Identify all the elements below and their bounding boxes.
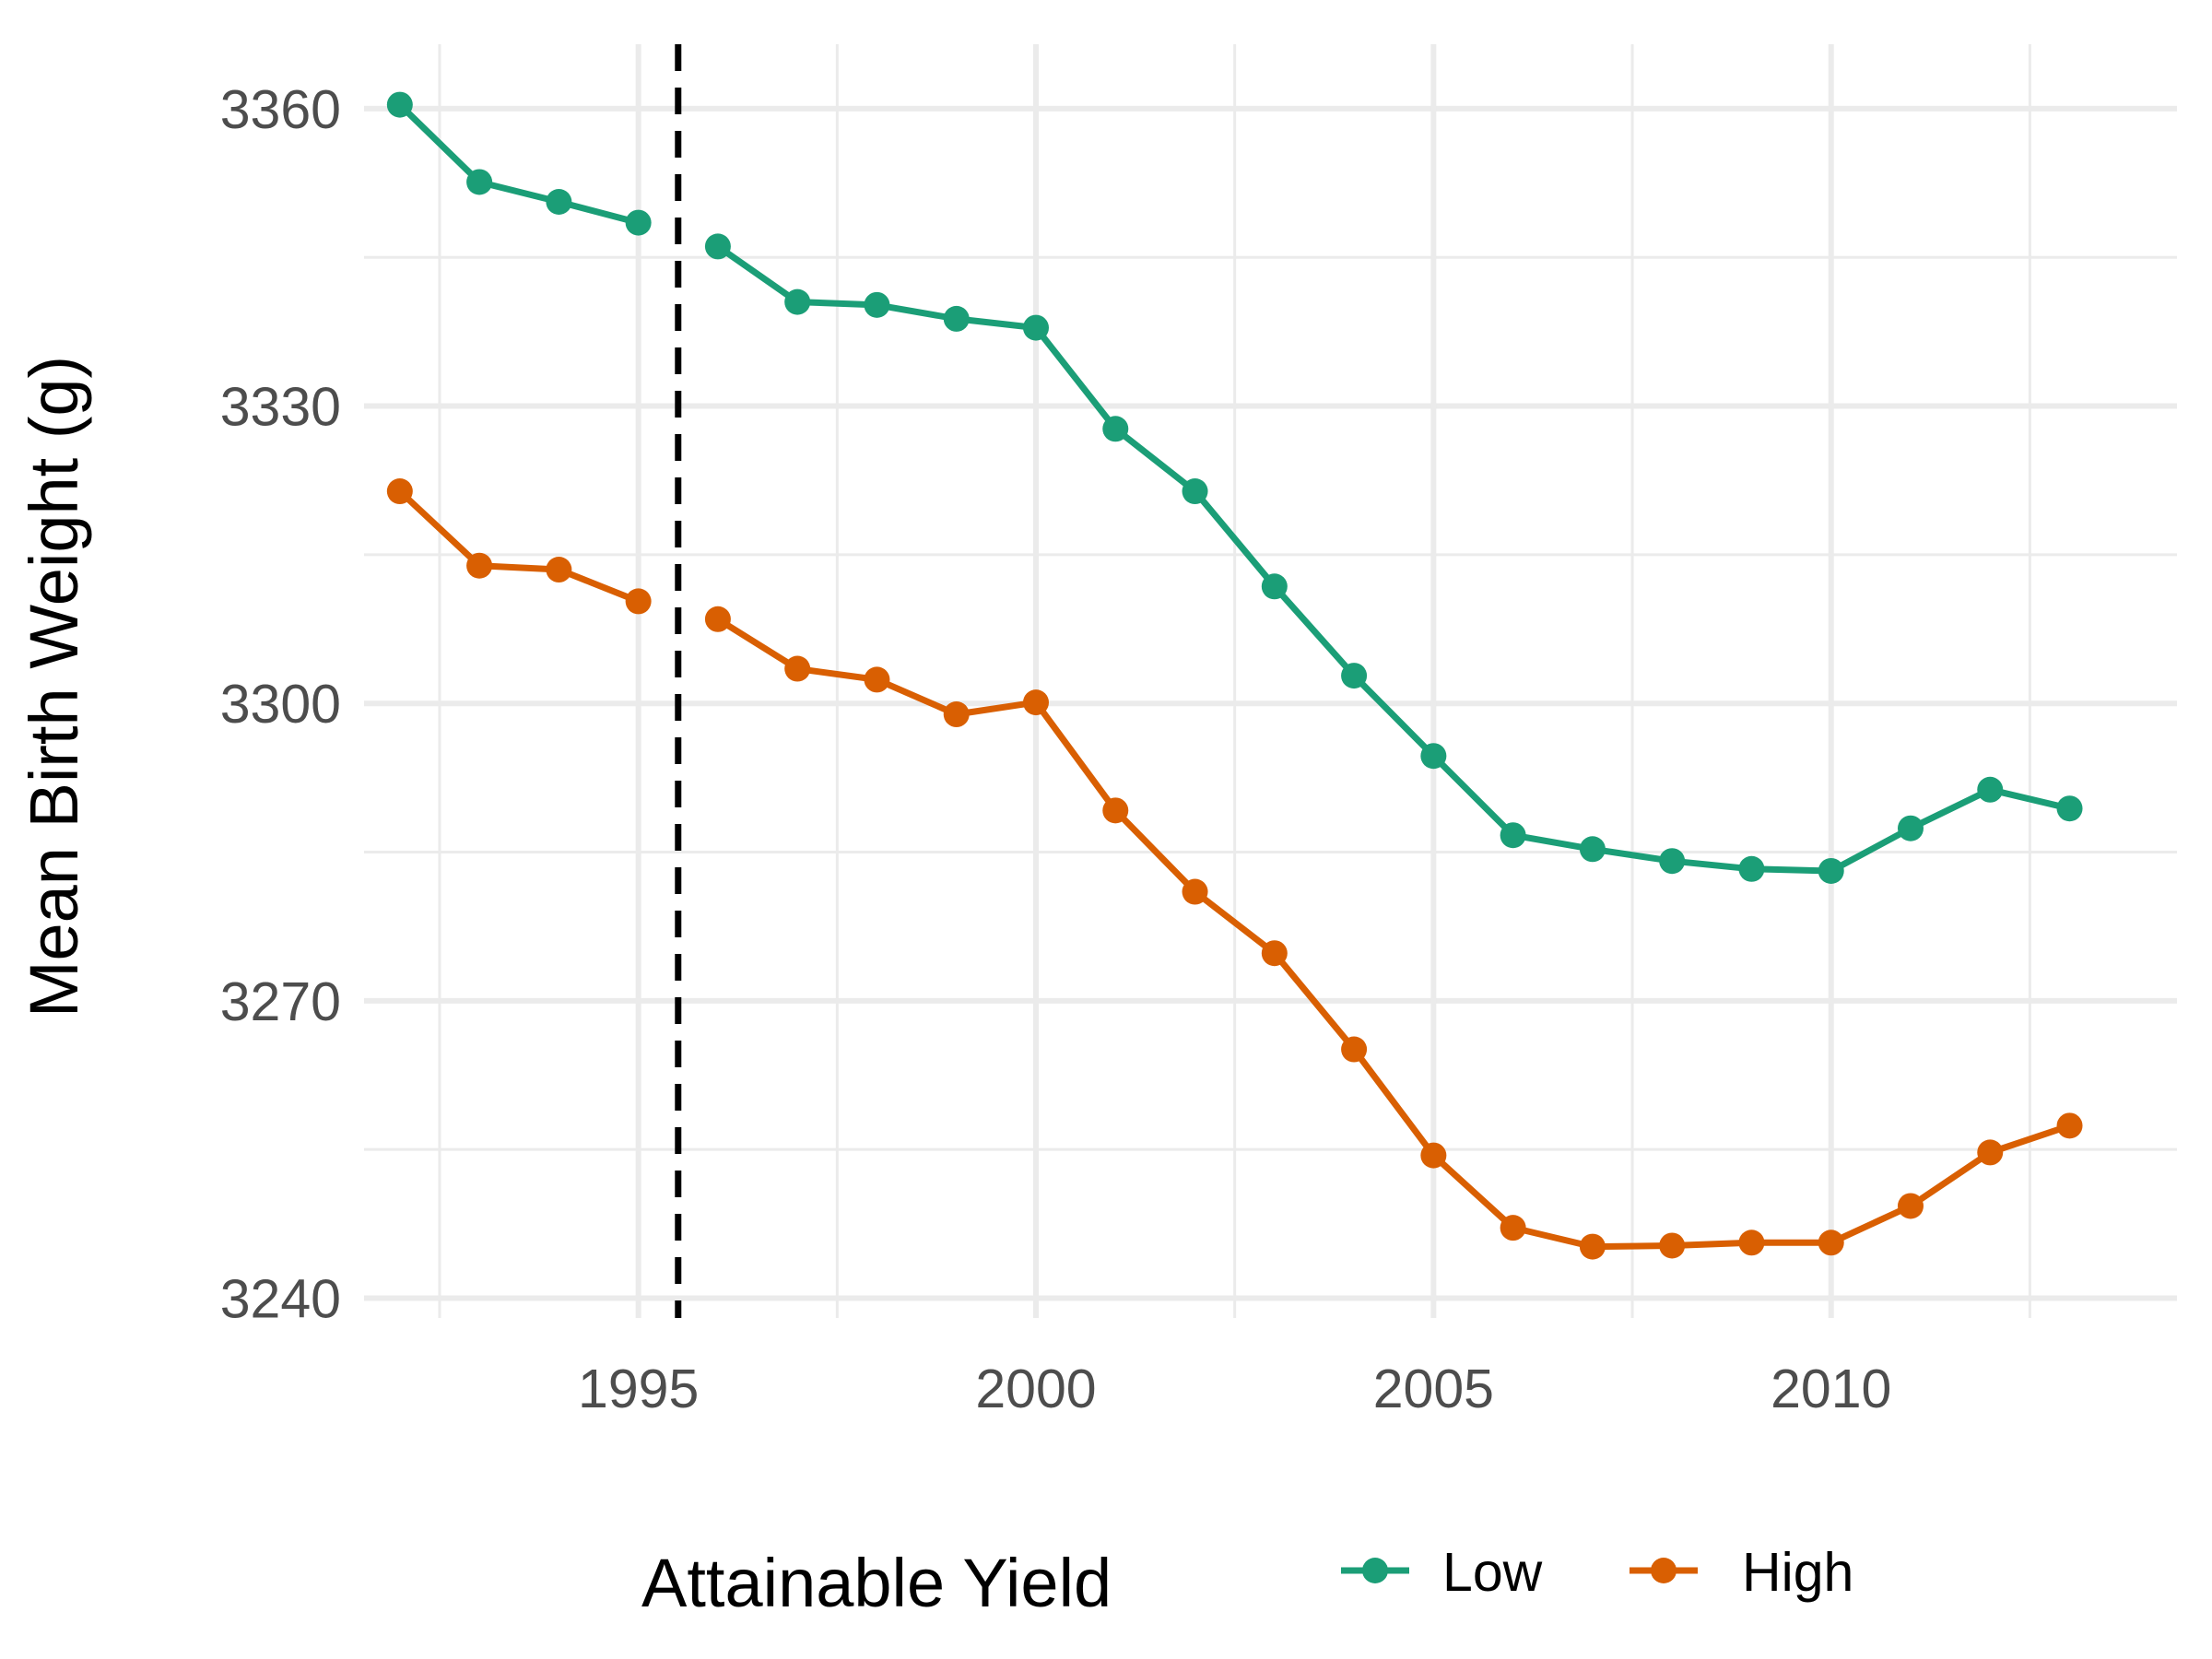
legend-key-point [1651, 1558, 1677, 1583]
y-tick-label: 3360 [220, 79, 341, 140]
series-high-point [1261, 940, 1288, 967]
series-low-point [625, 209, 652, 236]
x-tick-labels: 1995 2000 2005 2010 [578, 1359, 1891, 1419]
series-low-point [1897, 815, 1924, 841]
series-high-point [466, 552, 493, 579]
series-low-point [704, 233, 731, 260]
series-high-point [1738, 1230, 1765, 1256]
series-low-point [1818, 857, 1844, 884]
legend-title: Attainable Yield [641, 1545, 1112, 1621]
series-high-point [625, 588, 652, 615]
series-high-point [1182, 878, 1208, 905]
series-high-point [1500, 1215, 1526, 1241]
legend-key-high [1630, 1558, 1698, 1583]
grid [364, 44, 2177, 1318]
series-high-point [1977, 1139, 2004, 1166]
series-high-point [704, 606, 731, 632]
x-tick-label: 2005 [1373, 1359, 1494, 1419]
series-high-line-post [716, 616, 2071, 1251]
series-high-point [943, 701, 970, 728]
series-high-point [1818, 1230, 1844, 1256]
series-layer [386, 91, 2083, 1260]
y-tick-labels: 3240 3270 3300 3330 3360 [220, 79, 341, 1330]
series-low-point [1420, 743, 1447, 770]
series-low-point [1261, 573, 1288, 600]
series-high-point [1897, 1193, 1924, 1219]
x-tick-label: 2010 [1771, 1359, 1891, 1419]
series-low-point [466, 169, 493, 195]
series-high-line-pre [397, 488, 640, 605]
legend-label-low: Low [1442, 1542, 1543, 1603]
x-tick-label: 2000 [975, 1359, 1096, 1419]
series-low-point [943, 305, 970, 332]
series-low-point [784, 288, 811, 315]
legend-key-point [1362, 1558, 1388, 1583]
y-tick-label: 3240 [220, 1268, 341, 1329]
legend-label-high: High [1742, 1542, 1853, 1603]
series-low-point [864, 291, 890, 318]
series-low-point [1579, 836, 1606, 863]
series-low-point [546, 189, 572, 216]
series-high-point [386, 478, 413, 505]
series-low-point [1500, 822, 1526, 849]
series-low-point [2056, 795, 2083, 822]
y-tick-label: 3300 [220, 674, 341, 735]
series-high-point [1579, 1233, 1606, 1260]
series-high-point [2056, 1112, 2083, 1139]
series-high-point [784, 655, 811, 682]
series-high-point [1102, 797, 1129, 824]
series-low-point [386, 91, 413, 118]
series-low-line-pre [397, 102, 640, 226]
series-low-point [1022, 314, 1049, 341]
x-tick-label: 1995 [578, 1359, 699, 1419]
series-low [386, 91, 2083, 884]
series-high-point [1341, 1036, 1368, 1063]
y-tick-label: 3330 [220, 377, 341, 438]
series-low-point [1182, 478, 1208, 505]
y-axis-title: Mean Birth Weight (g) [16, 356, 92, 1018]
legend: Attainable Yield Low High [641, 1542, 1853, 1621]
series-high-point [546, 557, 572, 583]
y-tick-label: 3270 [220, 971, 341, 1032]
series-low-point [1102, 416, 1129, 442]
series-low-point [1977, 776, 2004, 803]
series-high-point [864, 666, 890, 693]
series-low-line-post [715, 243, 2071, 875]
series-high-point [1659, 1232, 1686, 1259]
series-low-point [1738, 855, 1765, 882]
series-high-point [1420, 1142, 1447, 1169]
series-high-point [1022, 689, 1049, 716]
series-low-point [1659, 848, 1686, 875]
series-low-point [1341, 663, 1368, 689]
legend-key-low [1341, 1558, 1409, 1583]
series-high [386, 478, 2083, 1260]
